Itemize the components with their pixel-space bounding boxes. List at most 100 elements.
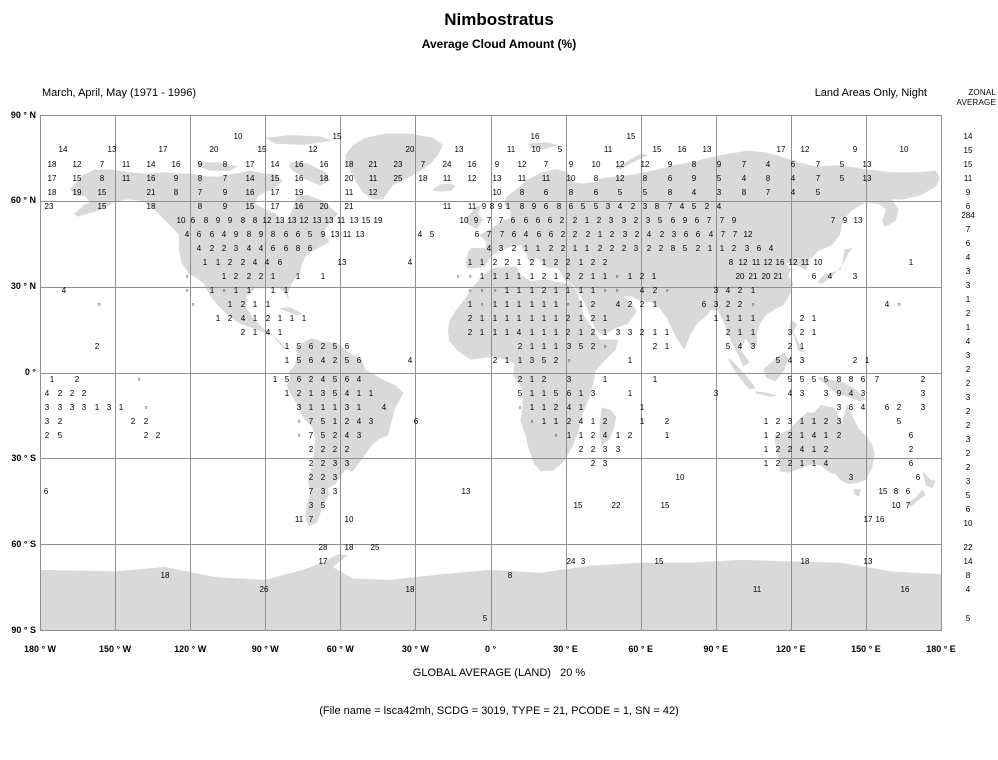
grid-value: 15 [72,174,82,183]
zonal-average-value: 2 [965,309,971,318]
grid-value: ▫ [222,286,226,295]
grid-value: 21 [368,160,378,169]
grid-value: 1 [602,375,608,384]
grid-value: ▫ [897,300,901,309]
grid-value: 6 [683,230,689,239]
grid-value: 1 [823,431,829,440]
grid-value: 7 [741,160,747,169]
grid-value: 6 [884,403,890,412]
grid-value: 17 [270,202,280,211]
landmass [279,307,303,316]
grid-value: 23 [44,202,54,211]
grid-value: 18 [418,174,428,183]
grid-value: 4 [566,403,572,412]
grid-value: 21 [344,202,354,211]
grid-value: 6 [196,230,202,239]
grid-value: 1 [578,300,584,309]
grid-value: 6 [908,431,914,440]
grid-value: 1 [737,328,743,337]
grid-value: 2 [492,258,498,267]
season-label: March, April, May (1971 - 1996) [42,87,197,99]
zonal-average-value: 3 [965,435,971,444]
grid-value: 4 [827,272,833,281]
grid-value: 1 [49,375,55,384]
grid-value: 14 [146,160,156,169]
grid-value: 5 [775,356,781,365]
grid-value: 1 [209,286,215,295]
grid-value: 4 [716,202,722,211]
grid-value: 7 [830,216,836,225]
grid-value: 1 [565,286,571,295]
grid-value: 2 [74,375,80,384]
grid-value: 1 [301,314,307,323]
grid-value: 11 [294,515,304,524]
grid-value: 1 [713,314,719,323]
grid-value: 3 [836,417,842,426]
grid-value: 3 [621,216,627,225]
zonal-average-value: 10 [963,519,973,528]
latitude-tick-label: 90 ° S [11,625,36,635]
grid-value: 11 [506,145,516,154]
grid-value: 15 [245,202,255,211]
grid-value: 1 [529,389,535,398]
grid-value: 16 [146,174,156,183]
grid-value: 12 [788,258,798,267]
grid-value: 1 [553,300,559,309]
grid-value: 6 [277,258,283,267]
grid-value: 4 [196,244,202,253]
grid-value: 8 [642,174,648,183]
grid-value: 12 [262,216,272,225]
grid-value: 7 [308,515,314,524]
grid-value: 17 [158,145,168,154]
grid-value: 6 [695,230,701,239]
grid-value: 1 [763,445,769,454]
grid-value: 2 [590,445,596,454]
grid-value: 8 [848,375,854,384]
grid-value: 2 [511,244,517,253]
grid-value: 12 [743,230,753,239]
grid-value: 2 [775,459,781,468]
zonal-average-value: 8 [965,571,971,580]
zonal-average-value: 3 [965,281,971,290]
grid-value: 2 [548,244,554,253]
grid-value: 17 [776,145,786,154]
global-average-label: GLOBAL AVERAGE (LAND) 20 % [412,667,586,679]
gridline-horizontal [40,286,942,288]
grid-value: 2 [775,445,781,454]
grid-value: 3 [713,300,719,309]
latitude-tick-label: 90 ° N [10,110,36,120]
grid-value: 1 [289,314,295,323]
grid-value: 1 [763,417,769,426]
grid-value: 1 [602,328,608,337]
grid-value: 11 [442,174,452,183]
grid-value: 3 [602,459,608,468]
gridline-horizontal [40,200,942,202]
grid-value: 6 [511,230,517,239]
grid-value: 3 [320,487,326,496]
landmass [818,376,866,402]
grid-value: 1 [523,244,529,253]
grid-value: 4 [61,286,67,295]
grid-value: 3 [608,216,614,225]
grid-value: 16 [171,160,181,169]
grid-value: 8 [765,174,771,183]
grid-value: 3 [308,501,314,510]
grid-value: 5 [811,375,817,384]
grid-value: ▫ [615,286,619,295]
grid-value: 1 [529,375,535,384]
grid-value: 3 [799,389,805,398]
grid-value: 1 [602,314,608,323]
grid-value: 1 [553,342,559,351]
grid-value: 6 [474,230,480,239]
grid-value: 6 [908,459,914,468]
grid-value: 2 [590,300,596,309]
grid-value: 1 [221,272,227,281]
grid-value: 2 [908,445,914,454]
grid-value: 2 [467,328,473,337]
grid-value: 1 [799,431,805,440]
grid-value: 8 [556,202,562,211]
landmass [907,489,926,507]
landmass [615,153,649,170]
grid-value: 2 [590,328,596,337]
grid-value: 7 [543,160,549,169]
